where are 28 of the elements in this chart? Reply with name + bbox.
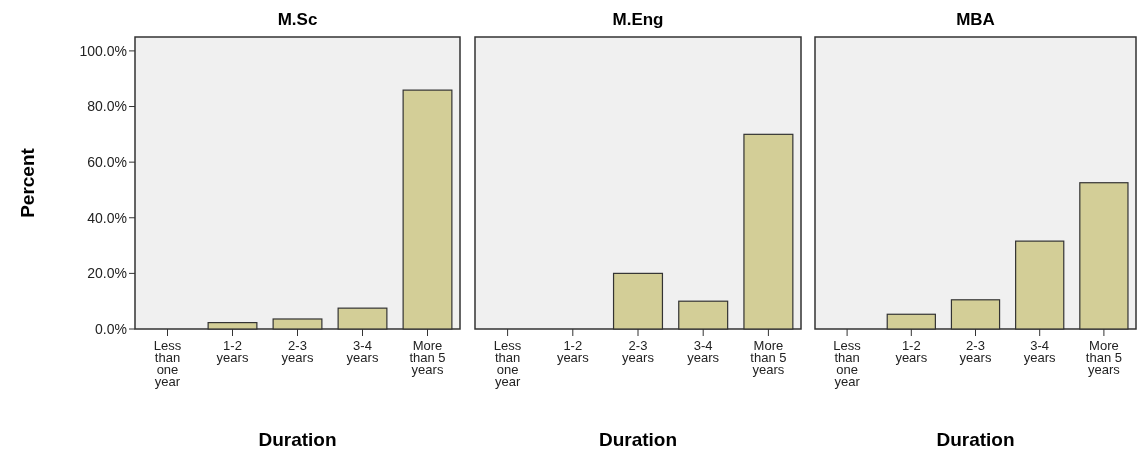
y-axis-title: Percent [17,147,38,218]
x-tick-label: Less than one year [153,338,182,389]
x-tick-label: 1-2 years [556,338,590,365]
x-tick-label: More than 5 years [409,338,446,377]
y-tick-label: 40.0% [87,209,127,226]
y-tick-label: 100.0% [79,42,127,59]
y-tick-label: 0.0% [95,320,127,337]
x-tick-label: Less than one year [833,338,862,389]
x-tick-label: More than 5 years [750,338,787,377]
y-tick-label: 20.0% [87,265,127,282]
x-tick-label: Less than one year [493,338,522,389]
chart-title: M.Sc [277,10,318,29]
x-tick-label: 3-4 years [346,338,379,365]
y-tick-label: 80.0% [87,98,127,115]
x-tick-label: 2-3 years [622,338,655,365]
chart-title: MBA [956,10,995,29]
x-tick-label: 2-3 years [281,338,314,365]
x-tick-label: 2-3 years [959,338,992,365]
x-axis-title: Duration [258,429,337,450]
x-axis-title: Duration [936,429,1015,450]
chart-title: M.Eng [612,10,664,29]
x-tick-label: 1-2 years [216,338,249,365]
x-tick-label: 1-2 years [895,338,928,365]
x-tick-label: More than 5 years [1085,338,1122,377]
x-tick-label: 3-4 years [1023,338,1057,365]
x-axis-title: Duration [598,429,678,450]
x-tick-label: 3-4 years [687,338,720,365]
y-tick-label: 60.0% [87,154,127,171]
